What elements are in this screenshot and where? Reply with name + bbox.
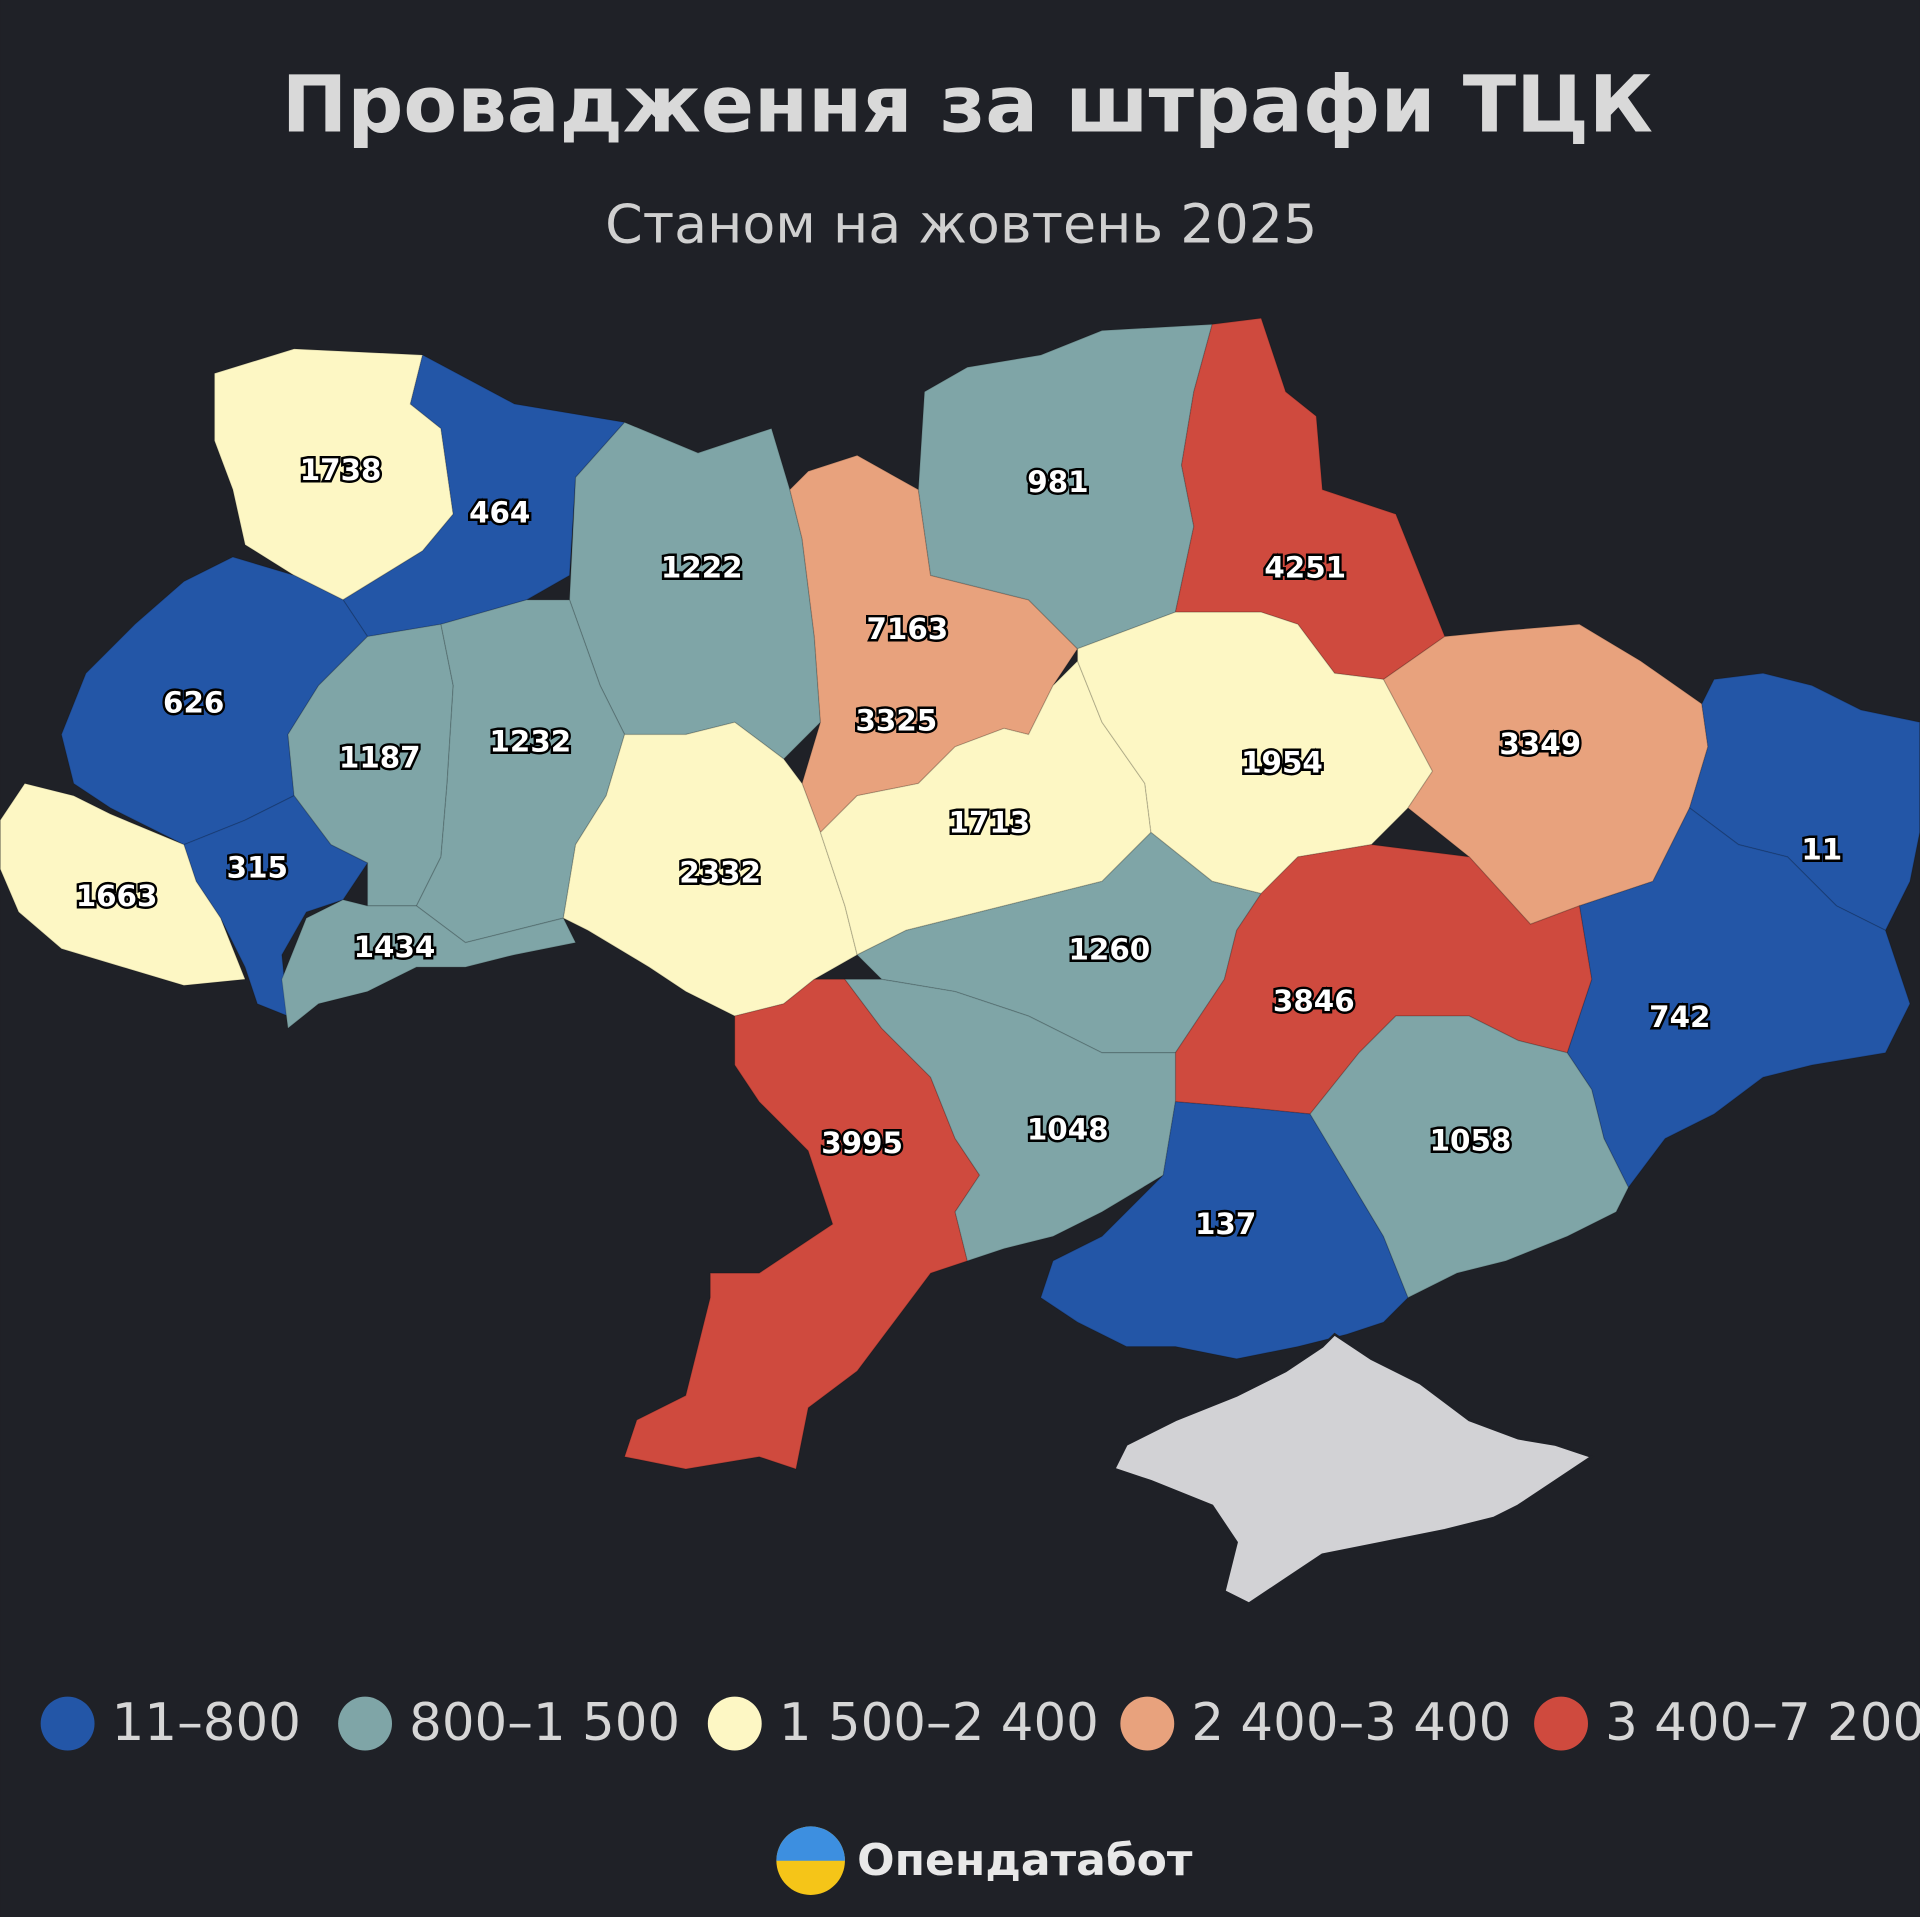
title: Провадження за штрафи ТЦК (282, 60, 1653, 151)
region-label: 7163 (867, 612, 949, 646)
legend-swatch (338, 1696, 392, 1751)
region-label: 981 (1027, 465, 1088, 499)
region-label: 1954 (1241, 745, 1323, 779)
region-label: 315 (227, 851, 288, 885)
legend-swatch (1534, 1696, 1588, 1751)
brand: Опендатабот (776, 1826, 1193, 1895)
region-label: 11 (1801, 832, 1842, 866)
region (0, 782, 246, 987)
brand-name: Опендатабот (857, 1835, 1193, 1886)
region-label: 1048 (1027, 1113, 1109, 1147)
region-label: 3325 (855, 704, 937, 738)
region (281, 899, 577, 1030)
region-label: 2332 (679, 856, 761, 890)
region-label: 137 (1195, 1207, 1256, 1241)
region (1040, 1101, 1409, 1360)
region-label: 1058 (1430, 1124, 1512, 1158)
legend-label: 1 500–2 400 (779, 1693, 1099, 1753)
legend-swatch (707, 1696, 762, 1751)
region-label: 464 (469, 496, 530, 530)
legend-swatch (40, 1696, 95, 1751)
brand-logo-top (776, 1826, 845, 1861)
legend-label: 2 400–3 400 (1191, 1693, 1511, 1753)
legend-label: 11–800 (112, 1693, 301, 1753)
region (843, 978, 1177, 1262)
region-label: 1434 (354, 930, 436, 964)
region-label: 3846 (1273, 984, 1355, 1018)
region-label: 626 (163, 685, 224, 719)
region-label: 1187 (339, 740, 421, 774)
crimea (1112, 1332, 1595, 1606)
region-label: 742 (1649, 1000, 1710, 1034)
legend-label: 800–1 500 (409, 1693, 680, 1753)
region-label: 3995 (821, 1126, 903, 1160)
region (1688, 672, 1920, 932)
region (183, 794, 369, 1017)
region-label: 1222 (661, 551, 743, 585)
region-label: 4251 (1264, 551, 1346, 585)
region-label: 3349 (1499, 727, 1581, 761)
region-label: 1232 (489, 725, 571, 759)
region-label: 1663 (76, 879, 158, 913)
region (1309, 1015, 1630, 1299)
region-label: 1713 (949, 805, 1031, 839)
map: 1738 464 1222 7163 3325 981 4251 626 1187 1232 315… (0, 317, 1920, 1606)
legend-swatch (1120, 1696, 1175, 1751)
subtitle: Станом на жовтень 2025 (605, 192, 1317, 255)
legend-label: 3 400–7 200 (1605, 1693, 1920, 1753)
region-label: 1260 (1068, 933, 1150, 967)
region-label: 1738 (300, 453, 382, 487)
legend: 11–800 800–1 500 1 500–2 400 2 400–3 400 3 4… (40, 1693, 1920, 1753)
